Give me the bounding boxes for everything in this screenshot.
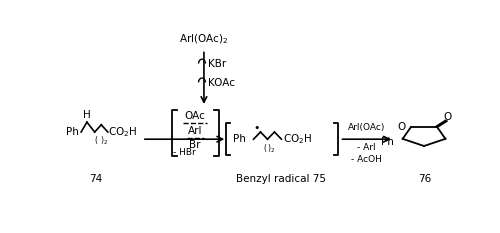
Text: $)_2$: $)_2$ [100, 135, 108, 147]
Text: CO$_2$H: CO$_2$H [108, 125, 138, 139]
Text: OAc: OAc [184, 111, 206, 121]
Text: (: ( [263, 144, 266, 153]
Text: ArI: ArI [188, 126, 202, 136]
Text: O: O [444, 112, 452, 122]
Text: Br: Br [190, 140, 201, 151]
Text: (: ( [94, 137, 98, 145]
Text: 74: 74 [89, 174, 102, 184]
Text: Ph: Ph [233, 134, 246, 144]
Text: ArI(OAc): ArI(OAc) [348, 123, 386, 132]
Text: •: • [254, 123, 260, 133]
Text: - ArI: - ArI [358, 143, 376, 152]
Text: - AcOH: - AcOH [351, 155, 382, 164]
Text: - HBr: - HBr [173, 148, 196, 157]
Text: KOAc: KOAc [208, 78, 235, 88]
Text: O: O [398, 122, 406, 132]
Text: Benzyl radical 75: Benzyl radical 75 [236, 174, 326, 184]
Text: H: H [82, 110, 90, 120]
Text: KBr: KBr [208, 59, 226, 69]
Text: $)_2$: $)_2$ [266, 142, 274, 155]
Text: ArI(OAc)$_2$: ArI(OAc)$_2$ [179, 32, 228, 45]
Text: 76: 76 [418, 174, 432, 184]
Text: Ph: Ph [66, 127, 79, 137]
Text: Ph: Ph [382, 137, 394, 147]
Text: CO$_2$H: CO$_2$H [284, 132, 312, 146]
